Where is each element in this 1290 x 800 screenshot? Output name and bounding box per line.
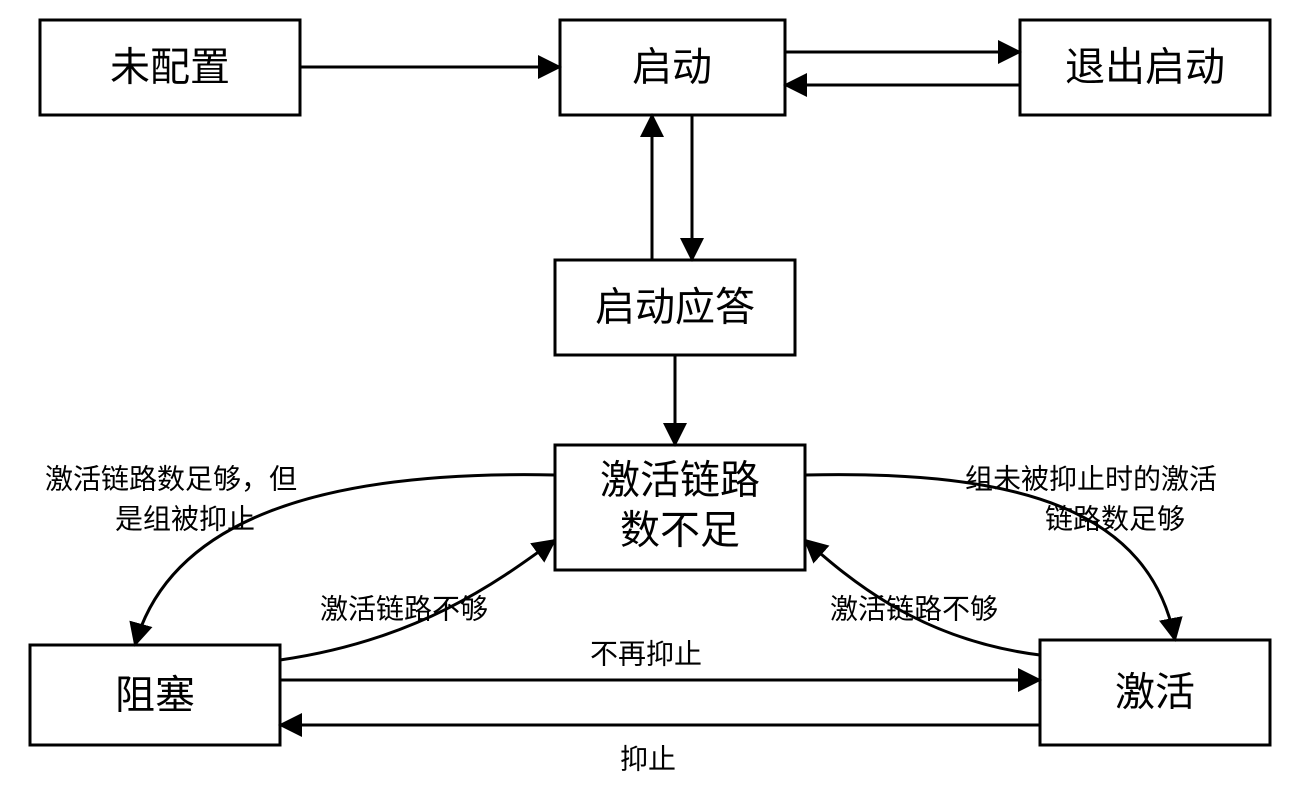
state-diagram: 未配置 启动 退出启动 启动应答 激活链路 数不足 阻塞 激活	[0, 0, 1290, 800]
node-start: 启动	[560, 20, 785, 115]
svg-text:未配置: 未配置	[110, 45, 230, 90]
svg-text:激活链路: 激活链路	[600, 458, 760, 503]
svg-text:数不足: 数不足	[620, 508, 740, 553]
label-insuf-to-active-l2: 链路数足够	[1045, 504, 1185, 536]
node-blocked: 阻塞	[30, 645, 280, 745]
svg-text:激活: 激活	[1115, 670, 1195, 715]
label-active-to-insuf: 激活链路不够	[830, 594, 998, 626]
node-start-response: 启动应答	[555, 260, 795, 355]
node-active: 激活	[1040, 640, 1270, 745]
label-insuf-to-blocked-l1: 激活链路数足够，但	[45, 464, 297, 496]
node-exit-start: 退出启动	[1020, 20, 1270, 115]
svg-text:退出启动: 退出启动	[1065, 45, 1225, 90]
label-insuf-to-blocked-l2: 是组被抑止	[115, 504, 255, 536]
svg-text:启动应答: 启动应答	[595, 285, 755, 330]
label-insuf-to-active-l1: 组未被抑止时的激活	[965, 464, 1217, 496]
label-blocked-to-active: 不再抑止	[590, 639, 702, 671]
label-blocked-to-insuf: 激活链路不够	[320, 594, 488, 626]
node-insufficient-active-links: 激活链路 数不足	[555, 445, 805, 570]
label-active-to-blocked: 抑止	[620, 744, 676, 776]
svg-text:阻塞: 阻塞	[115, 673, 195, 718]
node-unconfigured: 未配置	[40, 20, 300, 115]
svg-text:启动: 启动	[632, 45, 712, 90]
